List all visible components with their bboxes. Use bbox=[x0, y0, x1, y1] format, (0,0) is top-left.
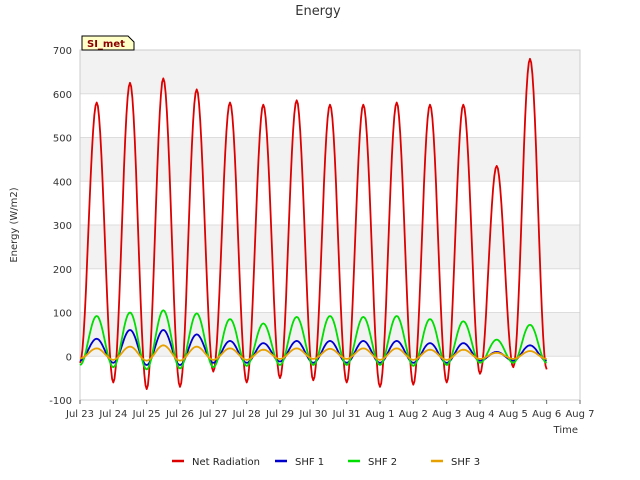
x-tick-label: Aug 3 bbox=[432, 409, 461, 420]
series-line-shf-3 bbox=[79, 344, 547, 362]
legend-label: Net Radiation bbox=[192, 457, 260, 468]
y-tick-label: 500 bbox=[53, 134, 72, 145]
x-tick-label: Jul 25 bbox=[132, 409, 161, 420]
y-tick-label: 400 bbox=[53, 177, 72, 188]
grid-band bbox=[80, 50, 580, 94]
x-tick-labels: Jul 23 Jul 24 Jul 25 Jul 26 Jul 27 Jul 28 Jul … bbox=[65, 400, 595, 420]
series-line-shf-1 bbox=[79, 329, 547, 366]
legend: Net Radiation SHF 1 SHF 2 SHF 3 bbox=[172, 457, 480, 468]
x-tick-label: Jul 24 bbox=[98, 409, 127, 420]
y-tick-labels: -100 0 100 200 300 400 500 600 700 bbox=[49, 46, 72, 407]
badge-box bbox=[81, 35, 135, 51]
grid-band bbox=[80, 137, 580, 182]
series-line-net-radiation bbox=[79, 57, 548, 390]
series-layer bbox=[79, 57, 548, 390]
y-tick-label: 100 bbox=[53, 309, 72, 320]
station-badge: SI_met bbox=[81, 35, 135, 51]
x-tick-label: Aug 5 bbox=[499, 409, 528, 420]
x-tick-label: Jul 23 bbox=[65, 409, 94, 420]
y-tick-label: 300 bbox=[53, 221, 72, 232]
x-tick-label: Aug 6 bbox=[532, 409, 561, 420]
plot-bands bbox=[80, 50, 580, 357]
y-tick-label: 600 bbox=[53, 90, 72, 101]
x-tick-label: Jul 28 bbox=[232, 409, 261, 420]
y-tick-label: -100 bbox=[49, 396, 72, 407]
chart-title: Energy bbox=[295, 4, 341, 19]
x-tick-label: Jul 26 bbox=[165, 409, 194, 420]
y-tick-label: 0 bbox=[66, 352, 72, 363]
plot-frame bbox=[79, 49, 581, 401]
legend-label: SHF 2 bbox=[368, 457, 397, 468]
y-tick-label: 200 bbox=[53, 265, 72, 276]
grid-band bbox=[80, 225, 580, 269]
x-tick-label: Aug 7 bbox=[565, 409, 594, 420]
y-axis-title: Energy (W/m2) bbox=[9, 187, 20, 262]
legend-label: SHF 1 bbox=[295, 457, 324, 468]
x-tick-label: Jul 29 bbox=[265, 409, 294, 420]
series-line-shf-2 bbox=[79, 309, 548, 371]
legend-label: SHF 3 bbox=[451, 457, 480, 468]
x-tick-label: Aug 4 bbox=[465, 409, 494, 420]
x-tick-label: Jul 27 bbox=[198, 409, 227, 420]
y-tick-label: 700 bbox=[53, 46, 72, 57]
x-tick-label: Aug 1 bbox=[365, 409, 394, 420]
x-tick-label: Aug 2 bbox=[399, 409, 428, 420]
x-tick-label: Jul 30 bbox=[298, 409, 327, 420]
x-tick-label: Jul 31 bbox=[332, 409, 361, 420]
x-axis-title: Time bbox=[553, 425, 578, 436]
badge-label: SI_met bbox=[87, 39, 125, 50]
